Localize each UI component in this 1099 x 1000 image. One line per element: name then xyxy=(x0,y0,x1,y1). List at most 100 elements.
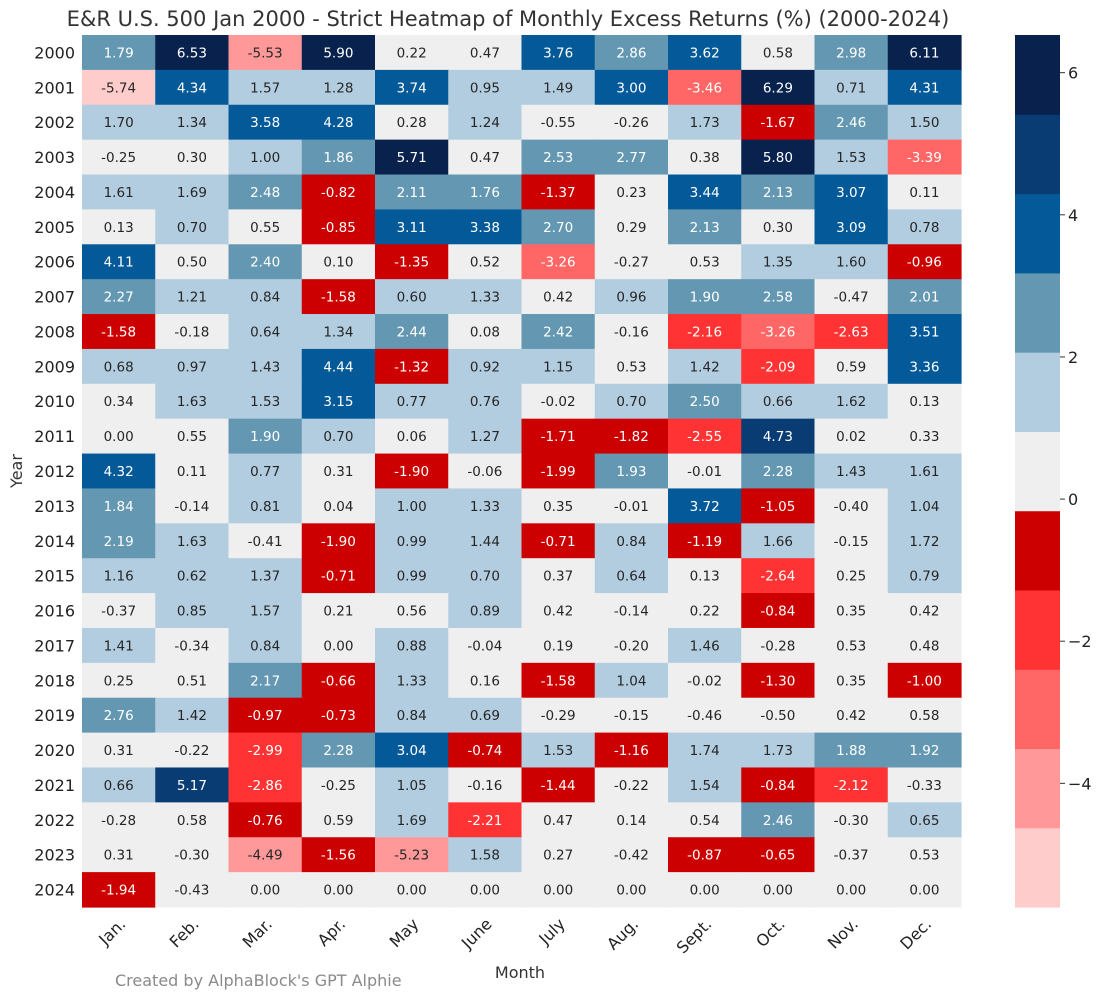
heatmap-cell xyxy=(594,627,669,664)
heatmap-cell-value: 0.59 xyxy=(323,813,353,829)
heatmap-cell-value: 0.50 xyxy=(177,255,207,271)
heatmap-cell xyxy=(741,418,816,455)
heatmap-cell-value: 0.51 xyxy=(177,673,207,689)
heatmap-cell xyxy=(228,314,303,350)
heatmap-cell-value: 1.34 xyxy=(177,115,207,131)
y-tick-label: 2015 xyxy=(34,567,75,586)
heatmap-cell xyxy=(814,662,889,699)
y-tick-label: 2013 xyxy=(34,497,75,516)
heatmap-cell-value: 1.62 xyxy=(836,394,866,410)
heatmap-cell-value: 0.64 xyxy=(250,324,280,340)
heatmap-cell-value: 0.00 xyxy=(909,883,939,899)
heatmap-cell-value: 0.65 xyxy=(909,813,939,829)
heatmap-cell-value: 1.92 xyxy=(909,743,939,759)
heatmap-cell-value: 1.88 xyxy=(836,743,866,759)
heatmap-cell xyxy=(375,314,449,350)
heatmap-cell xyxy=(375,488,449,524)
heatmap-cell-value: 0.95 xyxy=(470,80,500,96)
heatmap-cell-value: -1.19 xyxy=(687,534,722,550)
heatmap-cell xyxy=(155,523,230,559)
heatmap-cell xyxy=(375,453,449,490)
heatmap-cell-value: 0.58 xyxy=(177,813,207,829)
heatmap-cell-value: 0.55 xyxy=(177,429,207,445)
heatmap-cell xyxy=(594,174,669,210)
heatmap-cell xyxy=(301,767,376,803)
heatmap-cell-value: 0.70 xyxy=(323,429,353,445)
heatmap-cell-value: -0.43 xyxy=(174,883,209,899)
heatmap-cell-value: 0.53 xyxy=(836,638,866,654)
heatmap-cell xyxy=(521,139,596,176)
heatmap-cell-value: 1.61 xyxy=(909,464,939,480)
heatmap-cell xyxy=(668,383,742,420)
heatmap-cell xyxy=(301,139,376,176)
heatmap-cell xyxy=(82,593,156,629)
heatmap-cell xyxy=(741,523,816,559)
heatmap-cell xyxy=(301,837,376,873)
heatmap-cell xyxy=(887,523,962,559)
heatmap-cell-value: 0.42 xyxy=(543,290,573,306)
heatmap-cell-value: 0.47 xyxy=(470,150,500,166)
heatmap-cell-value: -0.65 xyxy=(760,848,795,864)
heatmap-cell-value: -0.55 xyxy=(541,115,576,131)
heatmap-cell-value: 0.69 xyxy=(470,708,500,724)
heatmap-cell-value: 1.84 xyxy=(104,499,134,515)
heatmap-cell-value: 0.71 xyxy=(836,80,866,96)
heatmap-cell xyxy=(82,837,156,873)
heatmap-cell xyxy=(594,558,669,594)
colorbar-tick-labels: 6 4 2 0 −2 −4 xyxy=(1060,64,1092,793)
heatmap-cell xyxy=(521,104,596,141)
heatmap-cell-value: 0.02 xyxy=(836,429,866,445)
heatmap-cell xyxy=(741,453,816,490)
heatmap-cell-value: 3.74 xyxy=(397,80,427,96)
heatmap-cell xyxy=(375,558,449,594)
heatmap-cell xyxy=(594,35,669,71)
heatmap-cell-value: 0.30 xyxy=(763,220,793,236)
colorbar-segment xyxy=(1015,510,1060,591)
heatmap-cell xyxy=(521,453,596,490)
heatmap-cell xyxy=(814,314,889,350)
heatmap-cell-value: 0.35 xyxy=(836,604,866,620)
heatmap-cell-value: 0.66 xyxy=(763,394,793,410)
heatmap-cell xyxy=(521,383,596,420)
y-tick-label: 2021 xyxy=(34,776,75,795)
heatmap-cell xyxy=(155,662,230,699)
heatmap-cell xyxy=(375,523,449,559)
heatmap-cell-value: 5.17 xyxy=(177,778,207,794)
heatmap-cell-value: -2.21 xyxy=(467,813,502,829)
y-tick-label: 2017 xyxy=(34,636,75,655)
heatmap-cell xyxy=(521,558,596,594)
heatmap-cell xyxy=(448,627,523,664)
x-tick-label: Aug. xyxy=(603,914,642,953)
heatmap-cell xyxy=(521,802,596,838)
heatmap-cell-value: -0.66 xyxy=(321,673,356,689)
heatmap-cell-value: -0.01 xyxy=(687,464,722,480)
heatmap-cell xyxy=(668,139,742,176)
heatmap-cell-value: -1.00 xyxy=(907,673,942,689)
heatmap-cell xyxy=(375,279,449,315)
heatmap-cell-value: -1.35 xyxy=(394,255,429,271)
heatmap-cell xyxy=(155,348,230,385)
heatmap-cell xyxy=(155,697,230,734)
heatmap-cell-value: 0.60 xyxy=(397,290,427,306)
heatmap-cell-value: 1.37 xyxy=(250,569,280,585)
heatmap-cell-value: 0.10 xyxy=(323,255,353,271)
heatmap-cell xyxy=(228,558,303,594)
heatmap-cell-value: -0.84 xyxy=(760,778,795,794)
heatmap-cell-value: 0.22 xyxy=(397,45,427,61)
heatmap-cell-value: -0.37 xyxy=(101,604,136,620)
y-tick-label: 2003 xyxy=(34,148,75,167)
heatmap-cell-value: 0.47 xyxy=(470,45,500,61)
heatmap-cell xyxy=(814,802,889,838)
heatmap-cell xyxy=(521,662,596,699)
heatmap-cell xyxy=(375,732,449,769)
heatmap-cell-value: 0.13 xyxy=(104,220,134,236)
y-tick-label: 2009 xyxy=(34,357,75,376)
colorbar-segment xyxy=(1015,193,1060,274)
heatmap-cell-value: 3.72 xyxy=(690,499,720,515)
heatmap-cell-value: -0.87 xyxy=(687,848,722,864)
heatmap-cell xyxy=(887,348,962,385)
heatmap-cell xyxy=(594,523,669,559)
heatmap-cell-value: -1.58 xyxy=(101,324,136,340)
heatmap-cell-value: 0.84 xyxy=(250,290,280,306)
heatmap-cell-value: 1.66 xyxy=(763,534,793,550)
